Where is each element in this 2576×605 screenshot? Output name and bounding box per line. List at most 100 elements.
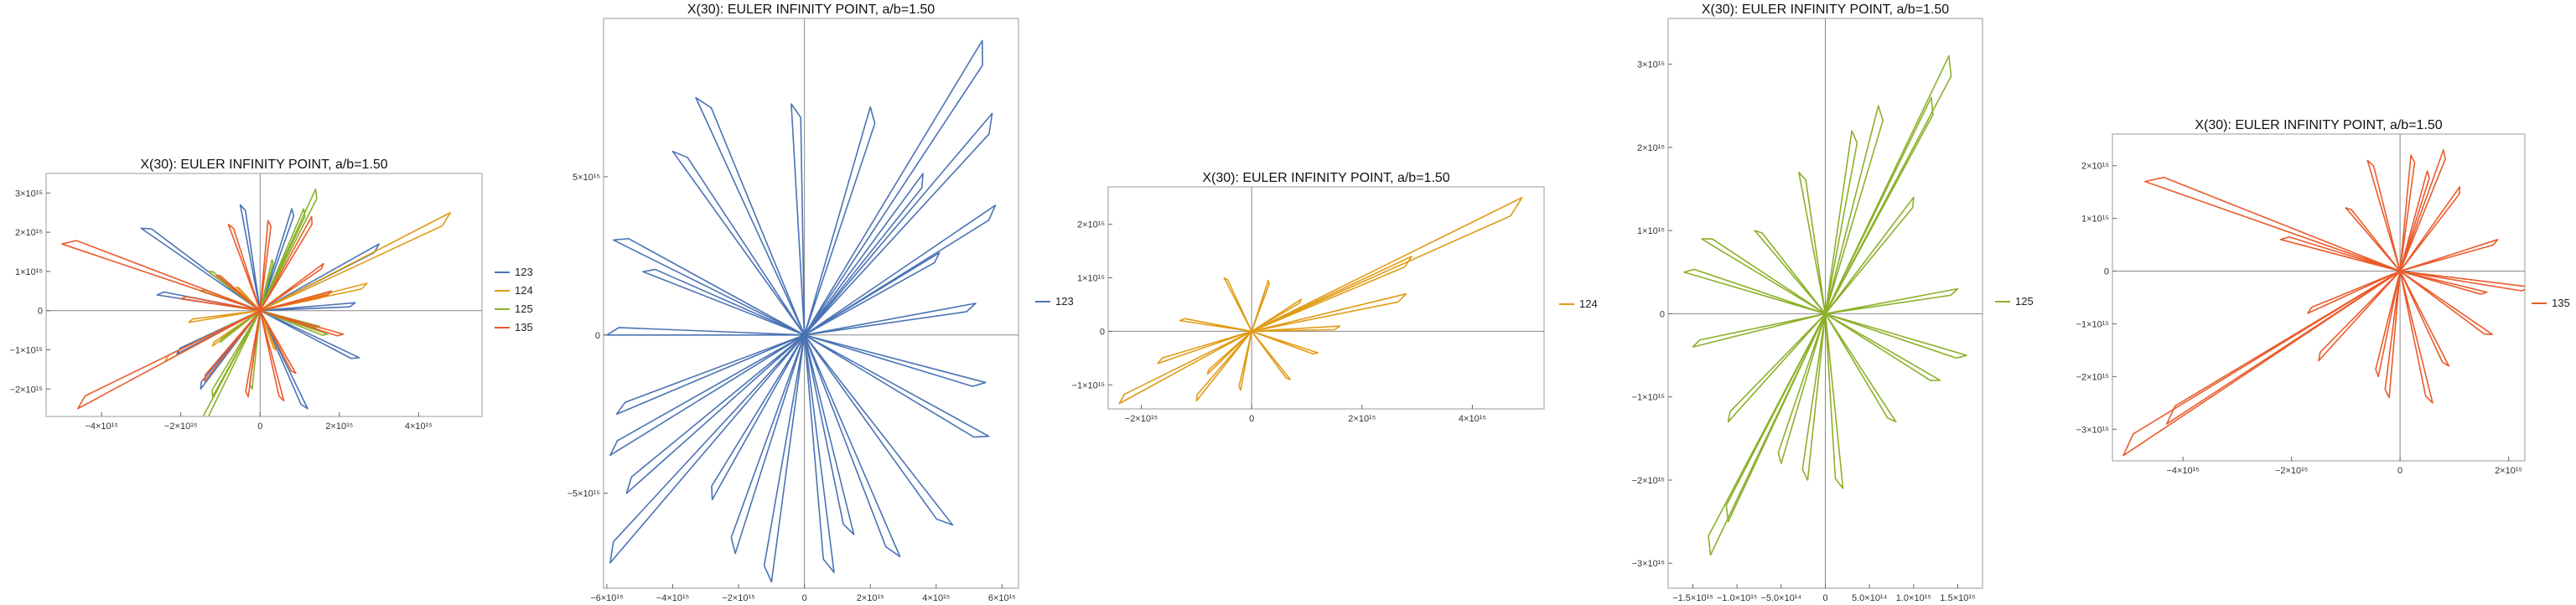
- series-124-segment: [236, 286, 262, 312]
- data-layer: [606, 39, 997, 583]
- x-tick-label: 0: [1822, 593, 1827, 603]
- series-123-segment: [695, 96, 806, 336]
- series-135-segment: [2399, 270, 2450, 367]
- series-123-segment: [730, 334, 806, 555]
- series-125-segment: [1701, 238, 1827, 315]
- y-tick-label: 3×10¹⁵: [1637, 60, 1665, 70]
- series-135-segment: [2144, 176, 2401, 272]
- series-135-segment: [2399, 270, 2493, 335]
- x-tick-label: −4×10¹⁵: [85, 421, 117, 432]
- x-tick-label: −4×10¹⁵: [2166, 466, 2199, 476]
- series-123-segment: [259, 302, 356, 312]
- legend-label: 123: [1055, 295, 1074, 308]
- y-tick-label: −3×10¹⁵: [2076, 425, 2109, 435]
- series-125-segment: [1708, 313, 1827, 556]
- series-135-segment: [259, 215, 314, 312]
- series-123-segment: [259, 309, 360, 359]
- series-125-segment: [1824, 313, 1844, 489]
- series-135-segment: [2399, 170, 2430, 272]
- series-124-segment: [1251, 292, 1407, 333]
- legend-label: 135: [2552, 297, 2570, 309]
- y-tick-label: 5×10¹⁵: [573, 173, 600, 183]
- series-123-segment: [803, 334, 954, 526]
- series-125-segment: [1754, 230, 1827, 315]
- series-135-segment: [2307, 270, 2401, 314]
- legend-label: 124: [1579, 297, 1598, 310]
- series-123-segment: [612, 237, 806, 336]
- series-135-segment: [2399, 186, 2461, 272]
- x-tick-label: −4×10¹⁵: [656, 593, 689, 603]
- series-123-segment: [803, 173, 924, 336]
- series-125-segment: [1824, 96, 1934, 315]
- series-125-segment: [220, 309, 262, 343]
- x-tick-label: −5.0×10¹⁴: [1760, 593, 1801, 603]
- chart-panel-135: X(30): EULER INFINITY POINT, a/b=1.50 −4×…: [2071, 109, 2576, 494]
- series-123-segment: [803, 39, 983, 336]
- series-123-segment: [609, 334, 806, 457]
- y-tick-label: 0: [38, 307, 43, 317]
- series-125-segment: [1824, 313, 1967, 359]
- series-123-segment: [803, 302, 977, 336]
- series-125-segment: [259, 259, 274, 312]
- y-tick-label: −2×10¹⁵: [1632, 476, 1665, 486]
- series-125-segment: [1798, 171, 1827, 315]
- chart-svg: X(30): EULER INFINITY POINT, a/b=1.50 −2×…: [1072, 171, 1598, 424]
- series-123-segment: [803, 334, 855, 535]
- x-tick-label: −2×10¹⁵: [722, 593, 754, 603]
- data-layer: [2122, 149, 2525, 457]
- series-125-segment: [1777, 313, 1827, 464]
- x-tick-label: 4×10¹⁵: [1459, 414, 1486, 424]
- series-124-segment: [1251, 325, 1341, 333]
- series-125-segment: [1801, 313, 1827, 481]
- series-123-segment: [259, 309, 308, 410]
- y-tick-label: −2×10¹⁵: [10, 385, 43, 395]
- series-135-segment: [259, 262, 324, 312]
- y-tick-label: −5×10¹⁵: [568, 489, 600, 499]
- x-tick-label: −6×10¹⁵: [590, 593, 623, 603]
- data-layer: [61, 188, 451, 416]
- series-135-segment: [2399, 154, 2416, 272]
- y-tick-label: −1×10¹⁵: [1072, 380, 1105, 390]
- data-layer: [1683, 54, 1967, 556]
- series-123-segment: [803, 204, 997, 336]
- series-135-segment: [259, 309, 297, 375]
- series-135-segment: [2279, 235, 2401, 272]
- series-123-segment: [803, 334, 901, 558]
- x-tick-label: 2×10¹⁵: [1348, 414, 1376, 424]
- y-tick-label: 0: [2104, 267, 2109, 277]
- series-135-segment: [2165, 270, 2401, 425]
- series-123-segment: [711, 334, 806, 501]
- chart-svg: X(30): EULER INFINITY POINT, a/b=1.50 −6×…: [568, 3, 1074, 603]
- series-123-segment: [625, 334, 806, 494]
- y-tick-label: 2×10¹⁵: [2081, 162, 2109, 172]
- legend-label: 125: [2015, 295, 2034, 308]
- y-tick-label: 2×10¹⁵: [1077, 220, 1105, 230]
- series-135-segment: [204, 309, 262, 382]
- series-124-segment: [1179, 318, 1252, 333]
- y-tick-label: −3×10¹⁵: [1632, 559, 1665, 569]
- plot-frame: [1107, 186, 1545, 410]
- series-123-segment: [642, 268, 806, 336]
- series-123-segment: [803, 334, 835, 573]
- x-tick-label: 2×10¹⁵: [2495, 466, 2522, 476]
- series-125-segment: [1683, 268, 1827, 315]
- series-125-segment: [1725, 313, 1827, 523]
- chart-panel-124: X(30): EULER INFINITY POINT, a/b=1.50 −2×…: [1056, 163, 1626, 440]
- x-tick-label: 2×10¹⁵: [325, 421, 353, 432]
- series-123-segment: [803, 334, 990, 438]
- series-123-segment: [803, 112, 993, 336]
- series-124-segment: [1251, 330, 1319, 355]
- series-124-segment: [1251, 279, 1270, 333]
- x-tick-label: −2×10¹⁵: [1125, 414, 1158, 424]
- chart-svg: X(30): EULER INFINITY POINT, a/b=1.50 −4×…: [2076, 118, 2570, 476]
- series-135-segment: [259, 309, 345, 337]
- plot-frame: [603, 18, 1019, 589]
- series-123-segment: [140, 227, 262, 312]
- y-tick-label: 2×10¹⁵: [1637, 143, 1665, 153]
- x-tick-label: 6×10¹⁵: [988, 593, 1016, 603]
- y-tick-label: 1×10¹⁵: [2081, 215, 2109, 225]
- chart-svg: X(30): EULER INFINITY POINT, a/b=1.50 −1.…: [1632, 3, 2034, 603]
- series-125-segment: [1727, 313, 1827, 423]
- series-135-segment: [61, 240, 262, 312]
- series-123-segment: [803, 334, 987, 387]
